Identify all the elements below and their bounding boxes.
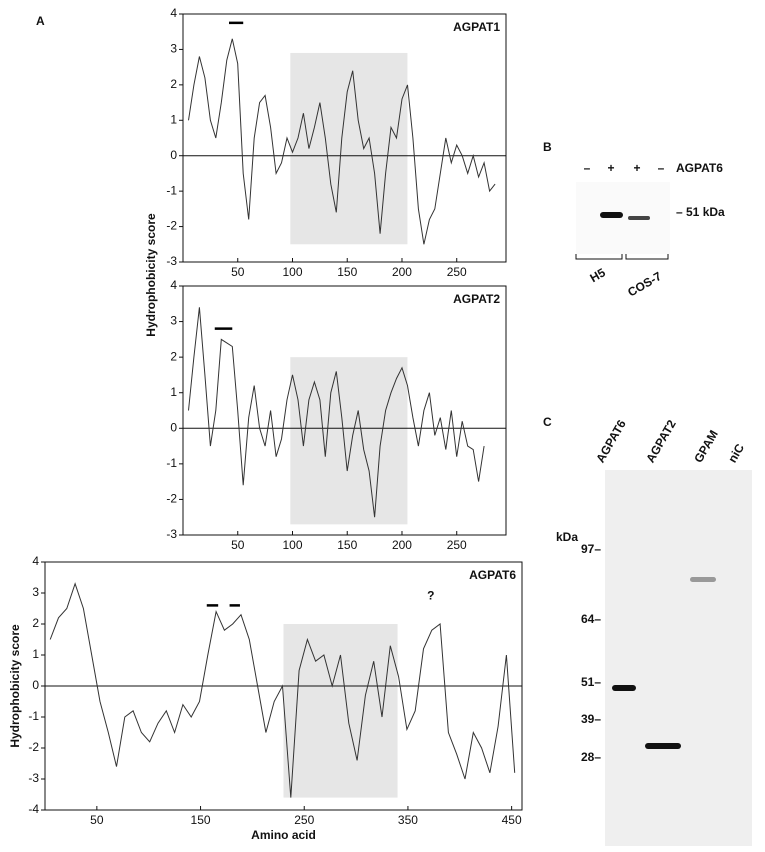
highlight-region (290, 357, 408, 525)
y-tick-label: 4 (170, 6, 177, 20)
blot (605, 470, 752, 846)
x-tick-label: 150 (337, 265, 357, 279)
x-tick-label: 350 (398, 813, 418, 827)
highlight-region (283, 624, 398, 798)
x-tick-label: 50 (231, 538, 245, 552)
plot-frame (182, 285, 507, 536)
y-tick-label: -2 (28, 740, 39, 754)
y-tick-label: -1 (28, 709, 39, 723)
size-marker: 97– (581, 542, 601, 556)
size-marker: 39– (581, 712, 601, 726)
cell-label: COS-7 (625, 269, 664, 300)
y-tick-label: 3 (32, 585, 39, 599)
blot-b: – + + – AGPAT6 – 51 kDa H5 COS-7 (575, 161, 725, 300)
y-tick-label: 1 (170, 385, 177, 399)
size-marker: – 51 kDa (676, 205, 725, 219)
x-tick-label: 150 (191, 813, 211, 827)
size-marker: 51– (581, 675, 601, 689)
band (645, 743, 681, 749)
protein-label: AGPAT6 (676, 161, 723, 175)
x-tick-label: 200 (392, 265, 412, 279)
band (690, 577, 716, 582)
y-tick-label: 0 (170, 148, 177, 162)
band (628, 216, 650, 220)
blot-c: AGPAT6 AGPAT2 GPAM niC kDa 97– 64– 51– 3… (556, 417, 752, 846)
hydrophobicity-line (188, 38, 496, 245)
x-tick-label: 100 (282, 265, 302, 279)
lane-sign: – (584, 161, 591, 175)
y-axis-label: Hydrophobicity score (8, 624, 22, 748)
hydrophobicity-line (49, 582, 516, 798)
x-tick-label: 100 (282, 538, 302, 552)
y-tick-label: 2 (170, 77, 177, 91)
y-tick-label: 2 (170, 349, 177, 363)
lane-label: GPAM (691, 428, 721, 465)
lane-sign: – (658, 161, 665, 175)
y-tick-label: 3 (170, 42, 177, 56)
lane-label: AGPAT6 (593, 417, 629, 465)
lane-label: niC (725, 441, 747, 465)
y-tick-label: -3 (166, 254, 177, 268)
y-tick-label: -3 (166, 527, 177, 541)
lane-sign: + (633, 161, 640, 175)
y-tick-label: -2 (166, 492, 177, 506)
size-marker: 64– (581, 612, 601, 626)
y-tick-label: -3 (28, 771, 39, 785)
chart-title: AGPAT6 (469, 568, 516, 582)
y-tick-label: 0 (32, 678, 39, 692)
panel-label: B (543, 140, 552, 154)
chart-title: AGPAT2 (453, 292, 500, 306)
x-tick-label: 250 (447, 265, 467, 279)
y-tick-label: 1 (32, 647, 39, 661)
y-axis-label: Hydrophobicity score (144, 213, 158, 337)
y-tick-label: 4 (32, 554, 39, 568)
plot-frame (182, 13, 507, 263)
x-tick-label: 200 (392, 538, 412, 552)
y-tick-label: -1 (166, 183, 177, 197)
lane-sign: + (607, 161, 614, 175)
hydrophobicity-line (188, 307, 485, 518)
y-tick-label: 4 (170, 278, 177, 292)
y-tick-label: -1 (166, 456, 177, 470)
x-axis-label: Amino acid (251, 828, 316, 842)
band (600, 212, 623, 218)
y-tick-label: 0 (170, 420, 177, 434)
x-tick-label: 450 (502, 813, 522, 827)
y-tick-label: 2 (32, 616, 39, 630)
y-tick-label: 3 (170, 314, 177, 328)
x-tick-label: 250 (294, 813, 314, 827)
unit-label: kDa (556, 530, 578, 544)
chart-title: AGPAT1 (453, 20, 500, 34)
panel-label: A (36, 14, 45, 28)
x-tick-label: 150 (337, 538, 357, 552)
panel-label: C (543, 415, 552, 429)
y-tick-label: -4 (28, 802, 39, 816)
highlight-region (290, 52, 408, 245)
size-marker: 28– (581, 750, 601, 764)
blot (576, 182, 670, 254)
x-tick-label: 50 (90, 813, 104, 827)
y-tick-label: 1 (170, 112, 177, 126)
band (612, 685, 636, 691)
cell-label: H5 (587, 265, 608, 285)
x-tick-label: 250 (447, 538, 467, 552)
annotation: ? (427, 588, 434, 602)
bracket (575, 254, 669, 260)
x-tick-label: 50 (231, 265, 245, 279)
y-tick-label: -2 (166, 219, 177, 233)
lane-label: AGPAT2 (643, 417, 679, 465)
